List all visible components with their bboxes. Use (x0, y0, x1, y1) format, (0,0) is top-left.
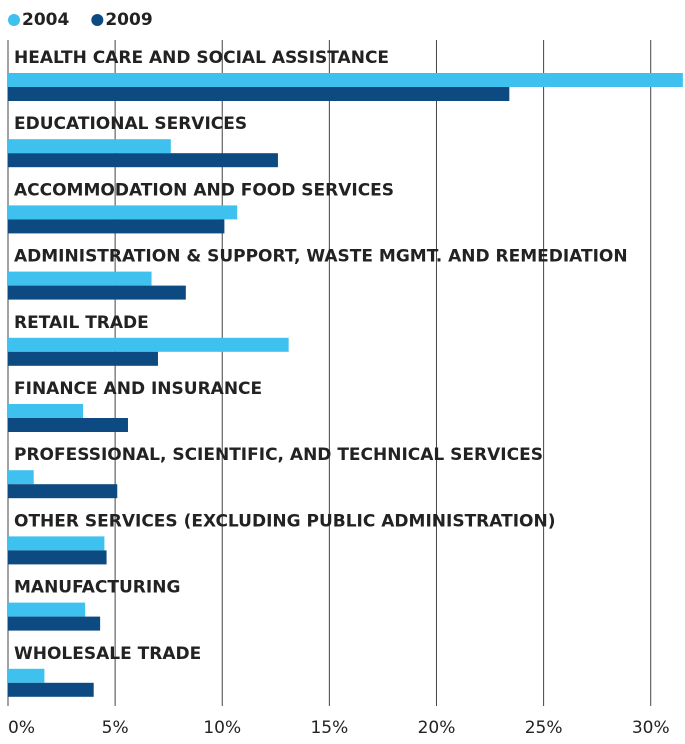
bar (8, 682, 94, 697)
bar (8, 418, 128, 432)
category-label: OTHER SERVICES (EXCLUDING PUBLIC ADMINIS… (14, 511, 555, 531)
bar (8, 602, 86, 617)
bar (8, 668, 45, 683)
legend-swatch (8, 14, 20, 26)
category-label: MANUFACTURING (14, 578, 180, 598)
bar (8, 205, 238, 220)
bar (8, 87, 510, 101)
x-tick-label: 0% (8, 718, 35, 738)
x-tick-label: 30% (632, 718, 670, 738)
category-label: WHOLESALE TRADE (14, 644, 201, 664)
x-tick-label: 5% (102, 718, 129, 738)
legend-label: 2004 (22, 10, 69, 30)
bar (8, 404, 83, 418)
legend-swatch (91, 14, 104, 26)
bar (8, 550, 107, 565)
category-label: EDUCATIONAL SERVICES (14, 114, 247, 134)
x-tick-label: 10% (203, 718, 241, 738)
x-tick-label: 25% (525, 718, 563, 738)
legend-label: 2009 (105, 10, 152, 30)
bar (8, 470, 34, 485)
bar (8, 351, 158, 366)
bar (8, 337, 289, 352)
category-label: RETAIL TRADE (14, 313, 149, 333)
category-label: HEALTH CARE AND SOCIAL ASSISTANCE (14, 48, 389, 68)
category-label: FINANCE AND INSURANCE (14, 379, 262, 399)
bar (8, 153, 278, 168)
bar (8, 536, 105, 551)
x-tick-label: 15% (310, 718, 348, 738)
bar (8, 139, 171, 154)
bar (8, 219, 225, 234)
bar (8, 271, 152, 286)
bar (8, 285, 186, 300)
bar (8, 484, 118, 499)
category-label: PROFESSIONAL, SCIENTIFIC, AND TECHNICAL … (14, 445, 543, 465)
category-label: ADMINISTRATION & SUPPORT, WASTE MGMT. AN… (14, 247, 628, 267)
bar (8, 616, 101, 631)
bar (8, 73, 683, 87)
x-tick-label: 20% (418, 718, 456, 738)
category-label: ACCOMMODATION AND FOOD SERVICES (14, 180, 394, 200)
